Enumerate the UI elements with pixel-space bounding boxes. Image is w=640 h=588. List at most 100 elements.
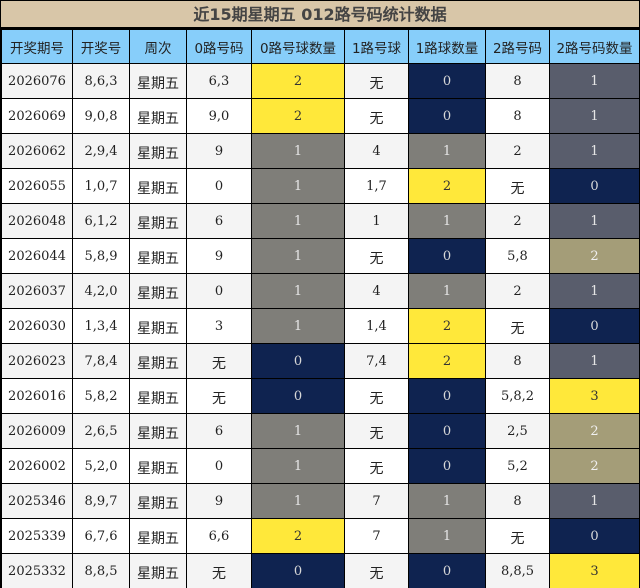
- cell-road1-count: 0: [408, 378, 486, 414]
- cell-road0-count: 1: [251, 238, 345, 274]
- table-row: 2026048 6,1,2 星期五 6 1 1 1 2 1: [1, 203, 640, 239]
- cell-road2-count: 1: [549, 63, 640, 99]
- cell-road1-count: 1: [408, 483, 486, 519]
- col-header-road0-count: 0路号球数量: [251, 29, 345, 64]
- col-header-road1-numbers: 1路号球: [344, 29, 409, 64]
- cell-road0-count: 0: [251, 343, 345, 379]
- cell-road0-count: 2: [251, 98, 345, 134]
- table-row: 2026069 9,0,8 星期五 9,0 2 无 0 8 1: [1, 98, 640, 134]
- cell-road2-count: 1: [549, 203, 640, 239]
- cell-road2-numbers: 2: [485, 203, 550, 239]
- cell-road2-count: 0: [549, 518, 640, 554]
- cell-issue: 2026009: [1, 413, 73, 449]
- cell-road2-numbers: 8: [485, 483, 550, 519]
- cell-numbers: 1,0,7: [72, 168, 130, 204]
- cell-road1-numbers: 无: [344, 63, 409, 99]
- cell-numbers: 5,8,2: [72, 378, 130, 414]
- cell-road0-numbers: 3: [186, 308, 252, 344]
- cell-road2-count: 2: [549, 448, 640, 484]
- cell-road2-count: 1: [549, 133, 640, 169]
- cell-road1-count: 0: [408, 448, 486, 484]
- cell-road1-numbers: 无: [344, 448, 409, 484]
- cell-road2-count: 2: [549, 413, 640, 449]
- cell-issue: 2026002: [1, 448, 73, 484]
- cell-issue: 2026062: [1, 133, 73, 169]
- cell-road2-numbers: 8: [485, 63, 550, 99]
- cell-road1-count: 0: [408, 63, 486, 99]
- cell-numbers: 9,0,8: [72, 98, 130, 134]
- table-body: 2026076 8,6,3 星期五 6,3 2 无 0 8 1 2026069 9,0,8 星期五 9,…: [1, 63, 640, 588]
- cell-road0-numbers: 9: [186, 483, 252, 519]
- cell-numbers: 8,6,3: [72, 63, 130, 99]
- cell-road2-numbers: 5,8: [485, 238, 550, 274]
- cell-issue: 2026016: [1, 378, 73, 414]
- header-row: 开奖期号 开奖号 周次 0路号码 0路号球数量 1路号球 1路球数量 2路号码 …: [1, 29, 640, 64]
- table-row: 2026016 5,8,2 星期五无 0 无 0 5,8,2 3: [1, 378, 640, 414]
- table-row: 2026023 7,8,4 星期五无 0 7,4 2 8 1: [1, 343, 640, 379]
- cell-issue: 2025346: [1, 483, 73, 519]
- cell-road1-numbers: 无: [344, 98, 409, 134]
- cell-road1-numbers: 7,4: [344, 343, 409, 379]
- table-row: 2026076 8,6,3 星期五 6,3 2 无 0 8 1: [1, 63, 640, 99]
- cell-road0-numbers: 无: [186, 378, 252, 414]
- cell-road0-numbers: 无: [186, 553, 252, 588]
- cell-road2-count: 1: [549, 483, 640, 519]
- table-row: 2026009 2,6,5 星期五 6 1 无 0 2,5 2: [1, 413, 640, 449]
- cell-road0-count: 1: [251, 168, 345, 204]
- cell-road1-numbers: 1: [344, 203, 409, 239]
- cell-weekday: 星期五: [129, 378, 187, 414]
- cell-road2-numbers: 无: [485, 518, 550, 554]
- cell-road1-count: 1: [408, 518, 486, 554]
- cell-weekday: 星期五: [129, 343, 187, 379]
- cell-issue: 2026037: [1, 273, 73, 309]
- cell-road0-count: 1: [251, 413, 345, 449]
- cell-weekday: 星期五: [129, 448, 187, 484]
- cell-road2-numbers: 无: [485, 308, 550, 344]
- cell-weekday: 星期五: [129, 133, 187, 169]
- cell-road0-numbers: 9: [186, 238, 252, 274]
- cell-road0-count: 2: [251, 63, 345, 99]
- cell-road2-numbers: 8,8,5: [485, 553, 550, 588]
- cell-road1-count: 0: [408, 413, 486, 449]
- cell-road0-count: 1: [251, 308, 345, 344]
- cell-numbers: 6,7,6: [72, 518, 130, 554]
- cell-weekday: 星期五: [129, 98, 187, 134]
- cell-road0-count: 1: [251, 448, 345, 484]
- cell-road0-numbers: 9,0: [186, 98, 252, 134]
- cell-road0-count: 1: [251, 133, 345, 169]
- table-row: 2026037 4,2,0 星期五 0 1 4 1 2 1: [1, 273, 640, 309]
- cell-road2-numbers: 8: [485, 98, 550, 134]
- cell-numbers: 1,3,4: [72, 308, 130, 344]
- col-header-road0-numbers: 0路号码: [186, 29, 252, 64]
- cell-road0-numbers: 0: [186, 448, 252, 484]
- cell-road1-numbers: 1,4: [344, 308, 409, 344]
- cell-road2-count: 1: [549, 98, 640, 134]
- cell-weekday: 星期五: [129, 63, 187, 99]
- cell-road2-numbers: 2,5: [485, 413, 550, 449]
- cell-weekday: 星期五: [129, 518, 187, 554]
- col-header-issue: 开奖期号: [1, 29, 73, 64]
- cell-numbers: 2,9,4: [72, 133, 130, 169]
- cell-road1-count: 2: [408, 168, 486, 204]
- cell-road0-count: 1: [251, 483, 345, 519]
- cell-road1-count: 2: [408, 308, 486, 344]
- cell-issue: 2025339: [1, 518, 73, 554]
- cell-numbers: 5,2,0: [72, 448, 130, 484]
- cell-weekday: 星期五: [129, 308, 187, 344]
- cell-road1-numbers: 7: [344, 483, 409, 519]
- cell-issue: 2026048: [1, 203, 73, 239]
- cell-road2-count: 1: [549, 273, 640, 309]
- cell-road1-numbers: 1,7: [344, 168, 409, 204]
- cell-road0-count: 1: [251, 273, 345, 309]
- cell-road1-count: 2: [408, 343, 486, 379]
- cell-road2-count: 3: [549, 378, 640, 414]
- cell-road2-numbers: 8: [485, 343, 550, 379]
- table-title: 近15期星期五 012路号码统计数据: [1, 1, 639, 29]
- cell-weekday: 星期五: [129, 168, 187, 204]
- cell-road0-count: 2: [251, 518, 345, 554]
- col-header-numbers: 开奖号: [72, 29, 130, 64]
- table-row: 2025346 8,9,7 星期五 9 1 7 1 8 1: [1, 483, 640, 519]
- cell-weekday: 星期五: [129, 553, 187, 588]
- cell-road1-numbers: 无: [344, 553, 409, 588]
- cell-road1-numbers: 无: [344, 413, 409, 449]
